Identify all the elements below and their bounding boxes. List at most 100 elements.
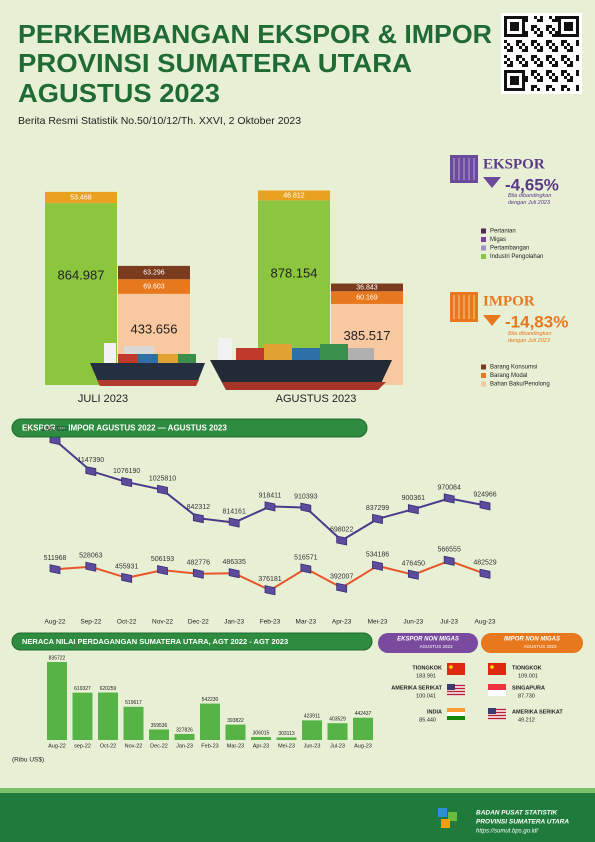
x-tick-label: Mei-23 [368,619,388,626]
qr-module [576,70,579,73]
point-marker [157,565,168,576]
flag-stripes [447,684,465,696]
value-label: 306015 [253,730,270,736]
flag-canton [447,684,455,690]
qr-module [504,70,507,73]
qr-module [516,25,519,28]
value-label: 53.468 [70,194,92,201]
qr-module [522,34,525,37]
qr-module [558,16,561,19]
qr-module [558,25,561,28]
x-tick-label: Aug-23 [475,619,496,626]
point-marker [372,560,383,571]
qr-module [570,22,573,25]
qr-module [564,22,567,25]
qr-module [549,31,552,34]
value-label: 900361 [402,495,425,502]
legend-swatch [481,373,486,378]
point-marker [336,582,348,593]
legend-label: Barang Konsumsi [490,365,537,371]
ekspor-change: -4,65% [505,175,559,194]
qr-module [531,73,534,76]
qr-module [564,76,567,79]
footer-region: PROVINSI SUMATERA UTARA [476,819,569,826]
footer-stripe [0,788,595,793]
point-marker [407,569,419,580]
bar [72,692,93,740]
qr-module [525,79,528,82]
x-tick-label: Nov-22 [152,619,173,626]
point-marker [407,504,419,515]
ships [90,338,392,390]
point-marker [121,572,133,583]
qr-module [504,61,507,64]
qr-module [576,28,579,31]
qr-module [516,76,519,79]
qr-module [534,61,537,64]
category-label: Jul-23 [330,743,345,749]
value-label: 511968 [44,555,67,562]
bar-segment [258,190,330,201]
x-tick-label: Mar-23 [296,619,317,626]
qr-module [522,28,525,31]
qr-module [507,16,510,19]
qr-module [531,58,534,61]
qr-module [504,73,507,76]
legend-label: Bahan Baku/Penolong [490,382,550,388]
qr-module [561,43,564,46]
qr-module [549,85,552,88]
qr-module [525,61,528,64]
qr-module [546,70,549,73]
qr-module [516,70,519,73]
value-label: 516571 [294,554,317,561]
qr-module [522,82,525,85]
qr-module [525,64,528,67]
qr-module [504,25,507,28]
country-name: TIONGKOK [412,665,442,671]
logo-part [441,819,450,828]
qr-module [537,34,540,37]
point-marker [443,555,455,566]
title-line: PERKEMBANGAN EKSPOR & IMPOR [18,19,492,49]
point-marker [228,568,240,579]
category-label: JULI 2023 [78,393,128,405]
qr-module [531,43,534,46]
value-label: 620259 [100,686,117,692]
qr-module [516,22,519,25]
qr-module [549,76,552,79]
qr-module [516,88,519,91]
labels-layer: 864.987 53.468 433.656 69.603 63.296 JULI 202… [41,192,563,749]
qr-module [519,88,522,91]
qr-module [564,46,567,49]
qr-module [534,16,537,19]
container [118,354,138,363]
legend-swatch [481,237,486,242]
qr-module [570,49,573,52]
chart-title: NERACA NILAI PERDAGANGAN SUMATERA UTARA,… [22,637,288,646]
country-value: 183.991 [416,673,436,679]
qr-module [552,34,555,37]
qr-module [576,43,579,46]
point-marker [192,513,204,524]
qr-module [549,25,552,28]
qr-module [510,28,513,31]
qr-module [552,49,555,52]
category-label: Mar-23 [227,743,244,749]
flag-stripes [488,708,506,720]
qr-module [549,40,552,43]
qr-module [507,64,510,67]
qr-module [576,31,579,34]
qr-module [504,55,507,58]
qr-module [504,40,507,43]
value-label: 423911 [304,714,321,720]
bar [353,717,373,740]
qr-module [522,22,525,25]
qr-module [546,43,549,46]
qr-module [537,58,540,61]
subtitle: Berita Resmi Statistik No.50/10/12/Th. X… [18,115,301,127]
category-label: Aug-23 [354,743,372,749]
qr-module [546,85,549,88]
point-marker [192,568,204,579]
qr-module [510,64,513,67]
